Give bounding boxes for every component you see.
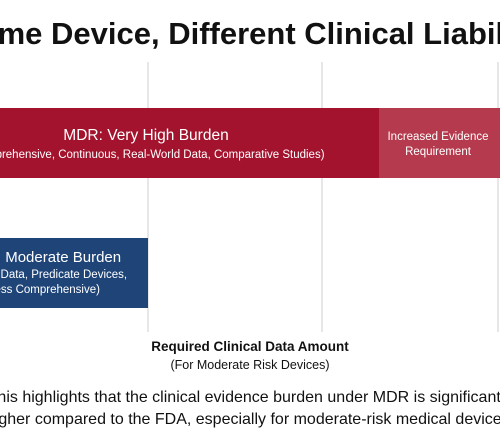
bar-fda-detail-1: (Bench Data, Predicate Devices, <box>0 269 127 281</box>
bar-mdr-extra-segment <box>379 108 500 178</box>
bar-mdr-detail: (Comprehensive, Continuous, Real-World D… <box>0 149 325 161</box>
x-axis-sublabel: (For Moderate Risk Devices) <box>170 358 329 372</box>
bar-fda <box>0 238 148 308</box>
caption-line-1: This highlights that the clinical eviden… <box>0 389 500 406</box>
extra-segment-label-1: Increased Evidence <box>387 131 488 143</box>
extra-segment-label-2: Requirement <box>405 146 472 158</box>
caption-line-2: higher compared to the FDA, especially f… <box>0 411 500 428</box>
bar-fda-label: FDA: Moderate Burden <box>0 249 121 266</box>
chart-title: Same Device, Different Clinical Liabilit… <box>0 16 500 51</box>
x-axis-label: Required Clinical Data Amount <box>151 339 349 354</box>
gridlines <box>147 62 499 332</box>
bar-fda-detail-2: Less Comprehensive) <box>0 284 100 296</box>
bar-mdr-label: MDR: Very High Burden <box>63 127 228 144</box>
